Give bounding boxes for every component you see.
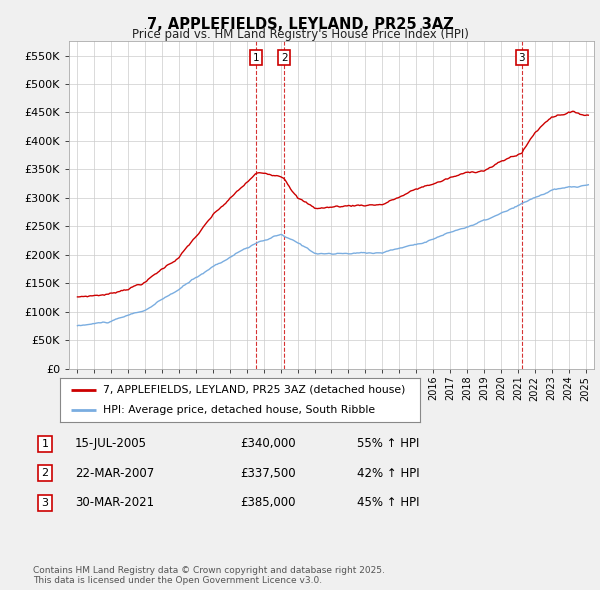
- Text: 15-JUL-2005: 15-JUL-2005: [75, 437, 147, 450]
- Text: 3: 3: [41, 498, 49, 507]
- Text: 1: 1: [41, 439, 49, 448]
- Text: 30-MAR-2021: 30-MAR-2021: [75, 496, 154, 509]
- Text: 2: 2: [41, 468, 49, 478]
- Text: £337,500: £337,500: [240, 467, 296, 480]
- Text: 3: 3: [518, 53, 525, 63]
- Text: Contains HM Land Registry data © Crown copyright and database right 2025.
This d: Contains HM Land Registry data © Crown c…: [33, 566, 385, 585]
- Text: Price paid vs. HM Land Registry's House Price Index (HPI): Price paid vs. HM Land Registry's House …: [131, 28, 469, 41]
- Text: 22-MAR-2007: 22-MAR-2007: [75, 467, 154, 480]
- Text: 1: 1: [253, 53, 259, 63]
- Text: 45% ↑ HPI: 45% ↑ HPI: [357, 496, 419, 509]
- Text: £340,000: £340,000: [240, 437, 296, 450]
- Text: HPI: Average price, detached house, South Ribble: HPI: Average price, detached house, Sout…: [103, 405, 376, 415]
- Text: £385,000: £385,000: [240, 496, 296, 509]
- Text: 42% ↑ HPI: 42% ↑ HPI: [357, 467, 419, 480]
- Text: 7, APPLEFIELDS, LEYLAND, PR25 3AZ (detached house): 7, APPLEFIELDS, LEYLAND, PR25 3AZ (detac…: [103, 385, 406, 395]
- Text: 2: 2: [281, 53, 287, 63]
- Text: 55% ↑ HPI: 55% ↑ HPI: [357, 437, 419, 450]
- Text: 7, APPLEFIELDS, LEYLAND, PR25 3AZ: 7, APPLEFIELDS, LEYLAND, PR25 3AZ: [146, 17, 454, 31]
